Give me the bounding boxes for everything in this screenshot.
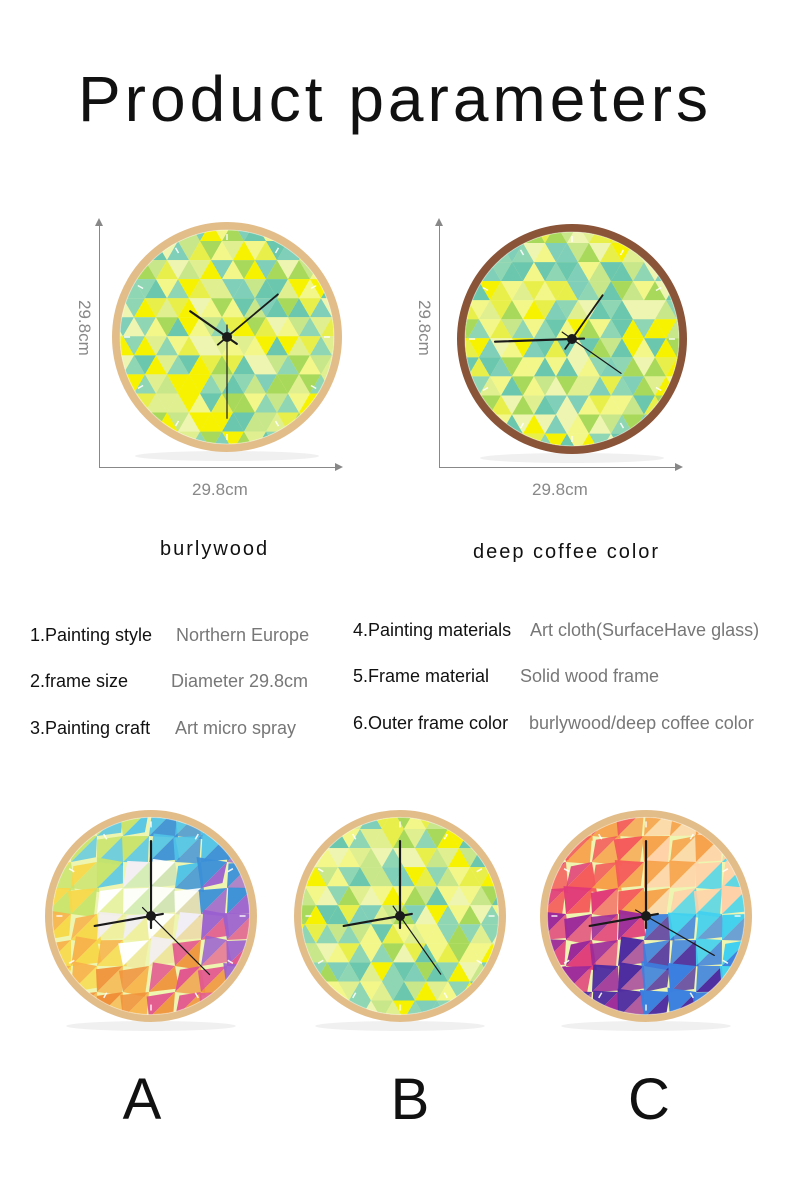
width-arrow-icon [335,463,343,471]
width-axis [99,467,337,468]
clock-burlywood-image [112,222,342,461]
param-value: Art cloth(SurfaceHave glass) [530,620,760,640]
height-axis [439,224,440,468]
width-arrow-icon [675,463,683,471]
variant-label-c: C [628,1067,670,1132]
variant-label-b: B [390,1067,430,1132]
height-arrow-icon [435,218,443,226]
height-arrow-icon [95,218,103,226]
param-key: 1.Painting style [30,625,153,645]
param-value: burlywood/deep coffee color [529,713,754,733]
clock-variant-a-image [44,809,258,1031]
param-key: 6.Outer frame color [353,713,509,733]
param-value: Art micro spray [175,718,297,738]
clock-deep-coffee-image [457,224,687,463]
param-key: 3.Painting craft [30,718,151,738]
page-title: Product parameters [77,63,713,135]
clock-variant-b-image [293,809,507,1031]
variant-label-a: A [122,1067,162,1132]
param-value: Northern Europe [176,625,310,645]
param-value: Diameter 29.8cm [171,671,309,691]
param-key: 5.Frame material [353,666,490,686]
clock-variant-c-image [539,809,753,1031]
color-label-deep-coffee: deep coffee color [473,541,661,563]
height-label: 29.8cm [415,300,434,356]
param-key: 4.Painting materials [353,620,512,640]
width-axis [439,467,677,468]
color-label-burlywood: burlywood [160,538,270,560]
width-label: 29.8cm [192,480,248,499]
param-key: 2.frame size [30,671,129,691]
width-label: 29.8cm [532,480,588,499]
param-value: Solid wood frame [520,666,660,686]
height-label: 29.8cm [75,300,94,356]
height-axis [99,224,100,468]
